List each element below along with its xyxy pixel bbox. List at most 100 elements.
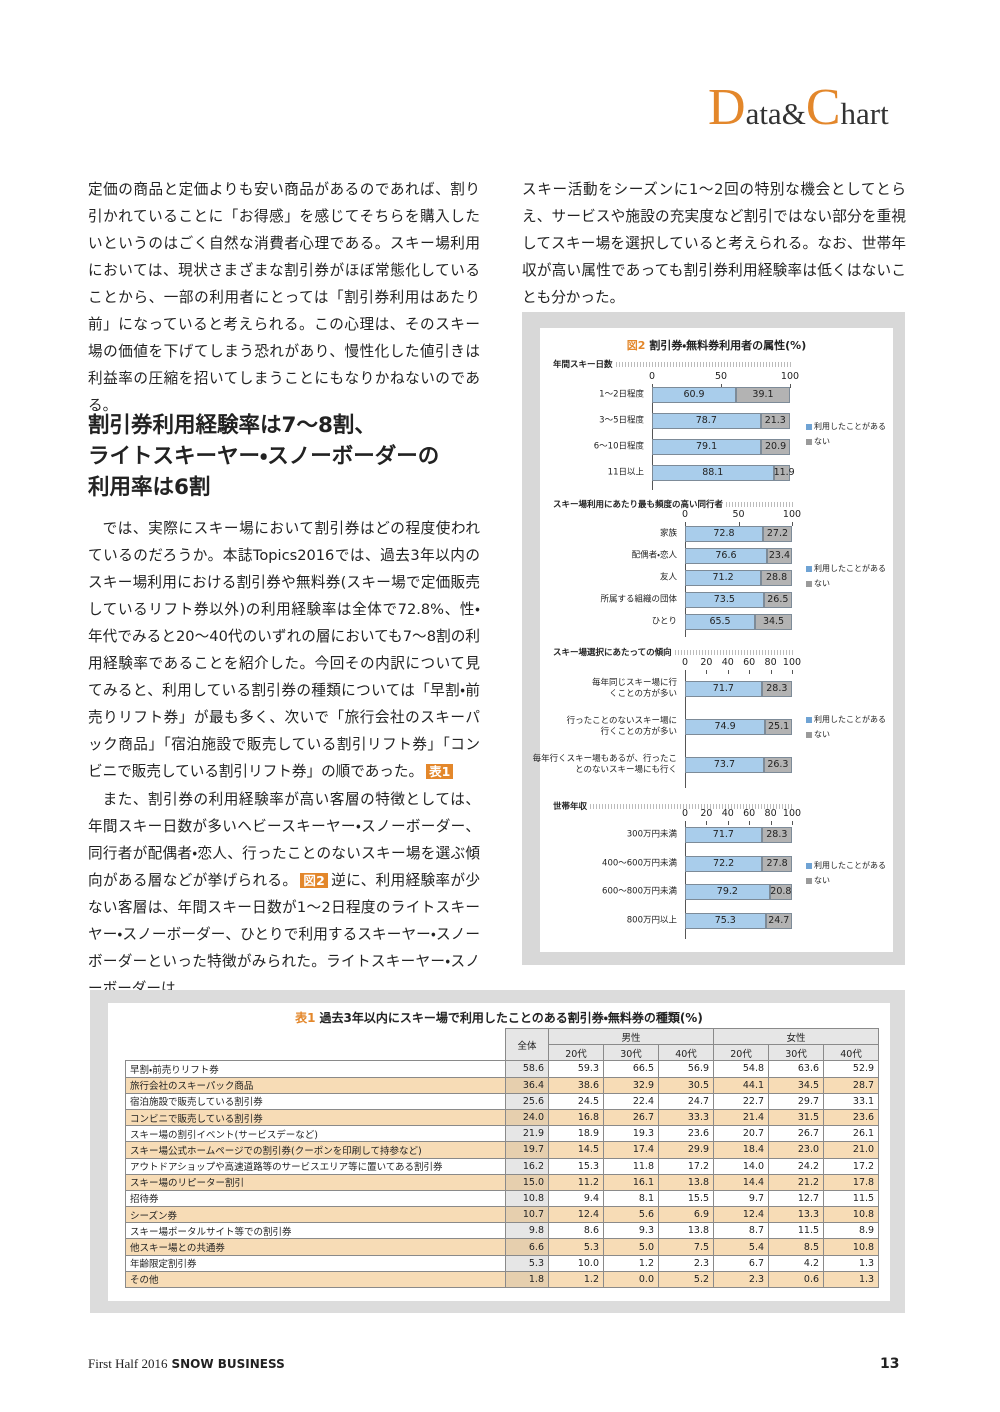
tick-mark	[770, 670, 772, 674]
category-label: 3～5日程度	[599, 415, 644, 426]
legend-entry: ない	[806, 875, 830, 886]
table-row-label: 他スキー場との共通券	[125, 1238, 506, 1256]
page-number: 13	[880, 1356, 900, 1372]
table-cell-value: 6.6	[505, 1238, 549, 1256]
table-title-text: 過去3年以内にスキー場で利用したことのある割引券・無料券の種類(%)	[319, 1011, 703, 1025]
table-cell-value: 17.8	[823, 1173, 880, 1191]
table-row: コンビニで販売している割引券 24.0 16.8 26.7 33.3 21.4 31.5 23…	[125, 1108, 880, 1127]
table-cell-value: 11.2	[548, 1173, 604, 1191]
table-cell-value: 26.7	[768, 1125, 825, 1143]
table-cell-value: 15.3	[548, 1157, 604, 1175]
x-tick-label: 0	[681, 808, 689, 819]
category-label: 行ったことのないスキー場に行くことの方が多い	[566, 716, 677, 737]
legend-swatch	[806, 438, 812, 445]
table-cell-value: 56.9	[657, 1060, 715, 1078]
title-rule	[590, 803, 793, 809]
table-cell-value: 11.5	[823, 1189, 880, 1208]
value-label: 24.7	[768, 914, 790, 926]
x-tick-label: 100	[780, 371, 800, 382]
table-cell-value: 18.9	[548, 1125, 604, 1143]
bar-segment	[762, 855, 792, 872]
legend-swatch	[806, 565, 812, 572]
text-run: では、実際にスキー場において割引券はどの程度使われているのだろうか。本誌Topi…	[88, 520, 480, 780]
table-title: 表1 過去3年以内にスキー場で利用したことのある割引券・無料券の種類(%)	[108, 1009, 890, 1026]
table-cell-value: 8.6	[548, 1222, 604, 1240]
bar-segment	[761, 439, 790, 455]
tick-mark	[727, 821, 729, 825]
legend-label: 利用したことがある	[814, 422, 886, 431]
table-cell-value: 23.6	[823, 1108, 880, 1127]
logo-letter: C	[805, 79, 841, 136]
tick-mark	[738, 522, 740, 526]
table-cell-value: 14.4	[713, 1173, 770, 1191]
table-cell-value: 4.2	[768, 1254, 825, 1272]
table-cell-value: 52.9	[823, 1060, 880, 1078]
category-label: 1～2日程度	[599, 389, 644, 400]
logo-letter: D	[708, 79, 746, 136]
table-row-label: スキー場ポータルサイト等での割引券	[125, 1222, 506, 1240]
legend-label: ない	[814, 730, 830, 739]
x-tick-label: 0	[681, 657, 689, 668]
value-label: 78.7	[695, 415, 717, 426]
table-cell-value: 16.2	[505, 1157, 549, 1175]
legend-label: 利用したことがある	[814, 861, 886, 870]
table-row: 年齢限定割引券 5.3 10.0 1.2 2.3 6.7 4.2 1.3	[125, 1254, 880, 1272]
chart-title-text: 年間スキー日数	[553, 360, 613, 370]
chart-title: 年間スキー日数	[553, 358, 793, 370]
tick-mark	[685, 522, 686, 526]
table-cell-value: 22.7	[713, 1092, 770, 1110]
figure-title: 図2 割引券・無料券利用者の属性(%)	[540, 337, 893, 353]
table-cell-value: 12.7	[768, 1189, 825, 1208]
table-cell-value: 23.0	[768, 1141, 825, 1159]
tick-mark	[749, 821, 751, 825]
x-tick-label: 50	[732, 509, 745, 520]
x-tick-label: 0	[681, 509, 689, 520]
table-cell-value: 21.4	[713, 1108, 770, 1127]
bar-segment	[760, 413, 790, 429]
value-label: 20.9	[764, 441, 787, 452]
table-cell-value: 11.8	[603, 1157, 659, 1175]
table-cell-value: 32.9	[603, 1076, 659, 1094]
category-label: 毎年同じスキー場に行くことの方が多い	[591, 678, 677, 699]
tick-mark	[685, 670, 686, 674]
legend-label: 利用したことがある	[814, 564, 886, 573]
x-tick-label: 100	[782, 509, 802, 520]
table-cell-value: 6.7	[713, 1254, 770, 1272]
table-cell-value: 13.8	[657, 1222, 715, 1240]
legend-swatch	[806, 716, 812, 723]
table-row-label: 宿泊施設で販売している割引券	[125, 1092, 506, 1110]
tick-mark	[706, 821, 708, 825]
table-cell-value: 17.2	[657, 1157, 715, 1175]
legend-entry: ない	[806, 436, 830, 447]
table-cell-value: 1.3	[823, 1254, 880, 1272]
tick-mark	[790, 384, 791, 388]
footer: First Half 2016 SNOW BUSINESS	[88, 1356, 285, 1372]
category-label: 11日以上	[607, 467, 644, 478]
table-row-label: 年齢限定割引券	[125, 1254, 506, 1272]
chart-title: スキー場利用にあたり最も頻度の高い同行者	[553, 498, 793, 510]
table-cell-value: 34.5	[768, 1076, 825, 1094]
table-cell-value: 10.8	[505, 1189, 549, 1208]
value-label: 34.5	[762, 616, 785, 627]
logo-text: ata&	[745, 96, 806, 131]
legend-entry: ない	[806, 729, 830, 740]
table-row-label: アウトドアショップや高速道路等のサービスエリア等に置いてある割引券	[125, 1157, 506, 1175]
table-row-label: スキー場のリピーター割引	[125, 1173, 506, 1191]
table-cell-value: 23.6	[657, 1125, 715, 1143]
category-label: 800万円以上	[626, 915, 677, 925]
table-cell-value: 30.5	[657, 1076, 715, 1094]
value-label: 72.8	[713, 528, 735, 539]
table-cell-value: 24.2	[768, 1157, 825, 1175]
category-label: ひとり	[651, 616, 677, 627]
value-label: 26.3	[767, 759, 789, 770]
table-cell-value: 21.0	[823, 1141, 880, 1159]
bar-segment	[652, 465, 774, 481]
x-tick-label: 60	[743, 808, 756, 819]
table-cell-value: 6.9	[657, 1206, 715, 1224]
chart-title-text: スキー場選択にあたっての傾向	[553, 648, 672, 658]
total-header: 全体	[505, 1027, 549, 1062]
header-row: 全体 男性 女性	[125, 1027, 880, 1062]
chart-title: スキー場選択にあたっての傾向	[553, 646, 793, 658]
table-cell-value: 12.4	[713, 1206, 770, 1224]
age-header: 30代	[768, 1044, 825, 1062]
